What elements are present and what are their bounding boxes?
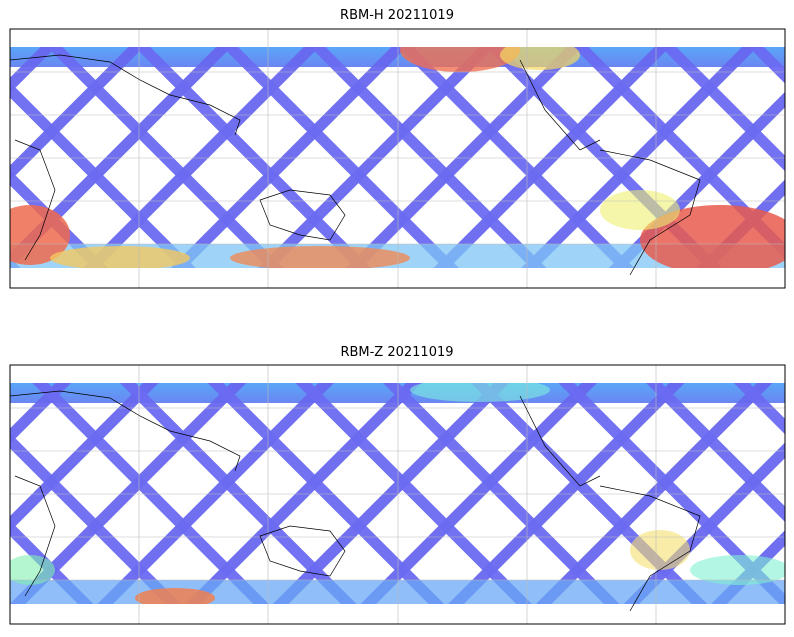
map-title: RBM-Z 20211019 (340, 345, 453, 360)
map-frame (9, 364, 786, 625)
swaths (10, 47, 785, 268)
map-frame (9, 28, 786, 289)
graticule (10, 29, 785, 288)
coastlines (9, 54, 701, 276)
map-title: RBM-H 20211019 (340, 8, 454, 23)
graticule (10, 365, 785, 624)
coastlines (9, 390, 701, 612)
map-panel: RBM-H 20211019 (9, 8, 786, 289)
swaths (10, 383, 785, 604)
map-panel: RBM-Z 20211019 (9, 345, 786, 625)
